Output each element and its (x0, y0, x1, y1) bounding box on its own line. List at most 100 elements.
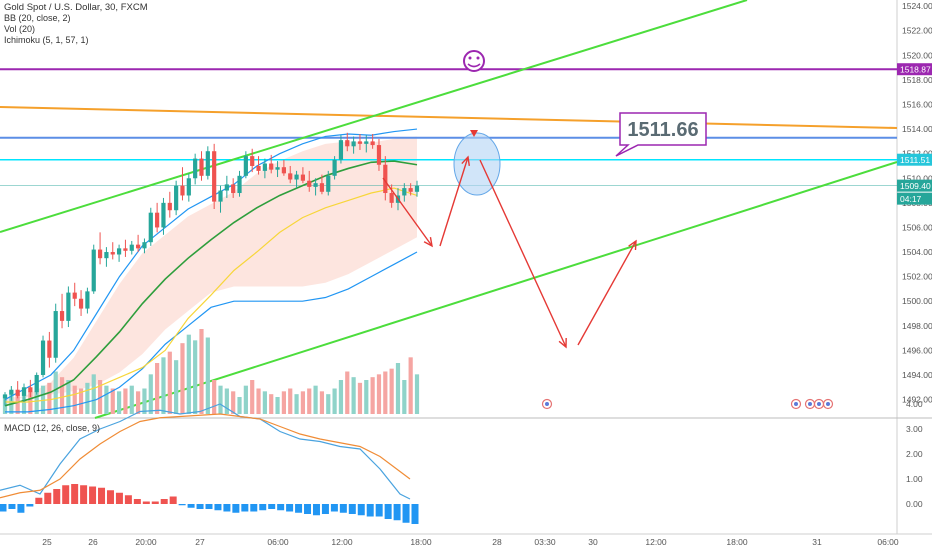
time-tick-label: 20:00 (135, 537, 157, 547)
candle-body (2, 394, 8, 399)
indicator-ichimoku[interactable]: Ichimoku (5, 1, 57, 1) (4, 35, 89, 45)
candle-body (300, 174, 306, 181)
candle-body (205, 151, 210, 176)
price-tick-label: 1512.00 (902, 149, 932, 159)
volume-bar (205, 337, 210, 414)
volume-bar (256, 388, 261, 414)
macd-histogram-bar (312, 504, 320, 516)
smiley-eye (468, 56, 472, 60)
volume-bar (72, 385, 77, 414)
candle-body (288, 173, 293, 180)
indicator-macd[interactable]: MACD (12, 26, close, 9) (4, 423, 101, 433)
price-callout-box (615, 112, 707, 157)
macd-tick-label: 3.00 (906, 424, 923, 434)
macd-histogram-bar (26, 504, 34, 507)
time-tick-label: 31 (812, 537, 822, 547)
price-badge (897, 192, 932, 205)
volume-bar (66, 380, 71, 414)
indicator-vol[interactable]: Vol (20) (4, 24, 36, 34)
macd-histogram-bar (357, 504, 365, 516)
volume-bar (85, 382, 90, 414)
candle-body (123, 248, 128, 251)
macd-histogram-bar (259, 504, 267, 511)
down-marker-icon (470, 130, 478, 137)
candle-body (59, 311, 65, 321)
bb-basis-line (4, 160, 418, 407)
macd-histogram-bar (151, 501, 159, 504)
candle-body (148, 212, 153, 243)
candle-body (91, 249, 96, 292)
macd-histogram-bar (80, 485, 88, 504)
candle-body (136, 244, 141, 249)
candle-body (364, 141, 369, 144)
volume-bar (275, 397, 280, 414)
price-tick-label: 1494.00 (902, 370, 932, 380)
price-callout-text: 1511.66 (627, 119, 698, 141)
macd-histogram-bar (411, 504, 419, 524)
candle-body (47, 340, 52, 358)
volume-bar (313, 385, 318, 414)
macd-histogram-bar (106, 490, 114, 504)
price-badge-label: 1511.51 (900, 155, 930, 165)
candle-body (357, 141, 363, 144)
volume-bar (408, 357, 413, 414)
volume-bar (167, 351, 172, 414)
volume-bar (376, 374, 382, 414)
target-circle (453, 132, 501, 196)
arrow-head (628, 239, 637, 251)
macd-histogram-bar (286, 504, 294, 512)
candle-body (174, 185, 179, 211)
volume-bar (15, 394, 20, 414)
time-tick-label: 06:00 (877, 537, 899, 547)
candle-body (28, 387, 33, 393)
macd-histogram-bar (196, 504, 204, 509)
upper-channel-line (0, 0, 748, 233)
volume-bar (237, 397, 242, 414)
candle-body (85, 291, 90, 309)
macd-histogram-bar (89, 486, 97, 504)
volume-bar (338, 380, 344, 414)
candle-body (66, 292, 71, 321)
candle-body (104, 252, 109, 259)
indicator-bb[interactable]: BB (20, close, 2) (4, 13, 71, 23)
candle-body (313, 183, 318, 187)
candle-body (40, 340, 46, 375)
volume-bar (186, 334, 191, 414)
volume-bar (212, 380, 217, 414)
price-tick-label: 1498.00 (902, 321, 932, 331)
macd-histogram-bar (375, 504, 383, 517)
candle-body (186, 178, 191, 196)
macd-histogram-bar (71, 484, 79, 504)
volume-bar (307, 388, 312, 414)
chart-legend: Gold Spot / U.S. Dollar, 30, FXCM BB (20… (4, 2, 148, 46)
volume-bar (370, 377, 375, 414)
symbol-title[interactable]: Gold Spot / U.S. Dollar, 30, FXCM (4, 2, 148, 13)
price-badge (897, 179, 932, 192)
candle-body (9, 389, 14, 395)
time-tick-label: 12:00 (645, 537, 667, 547)
candle-body (250, 156, 255, 166)
macd-histogram-bar (115, 492, 123, 504)
volume-bar (395, 363, 401, 414)
volume-bar (243, 385, 248, 414)
projection-arrow (382, 177, 433, 247)
candle-body (142, 242, 147, 249)
macd-histogram-bar (62, 485, 70, 504)
volume-bar (123, 388, 128, 414)
ichimoku-cloud (5, 136, 417, 406)
macd-histogram-bar (366, 504, 374, 517)
candle-body (116, 248, 122, 255)
projection-arrow (479, 159, 567, 348)
volume-bar (148, 374, 153, 414)
time-tick-label: 28 (492, 537, 502, 547)
price-tick-label: 1518.00 (902, 75, 932, 85)
candle-body (389, 193, 394, 203)
candle-body (338, 140, 344, 160)
volume-bar (288, 388, 293, 414)
earnings-icon-dot (808, 402, 812, 406)
candle-body (218, 190, 223, 202)
candle-body (161, 202, 166, 228)
volume-bar (414, 374, 420, 414)
